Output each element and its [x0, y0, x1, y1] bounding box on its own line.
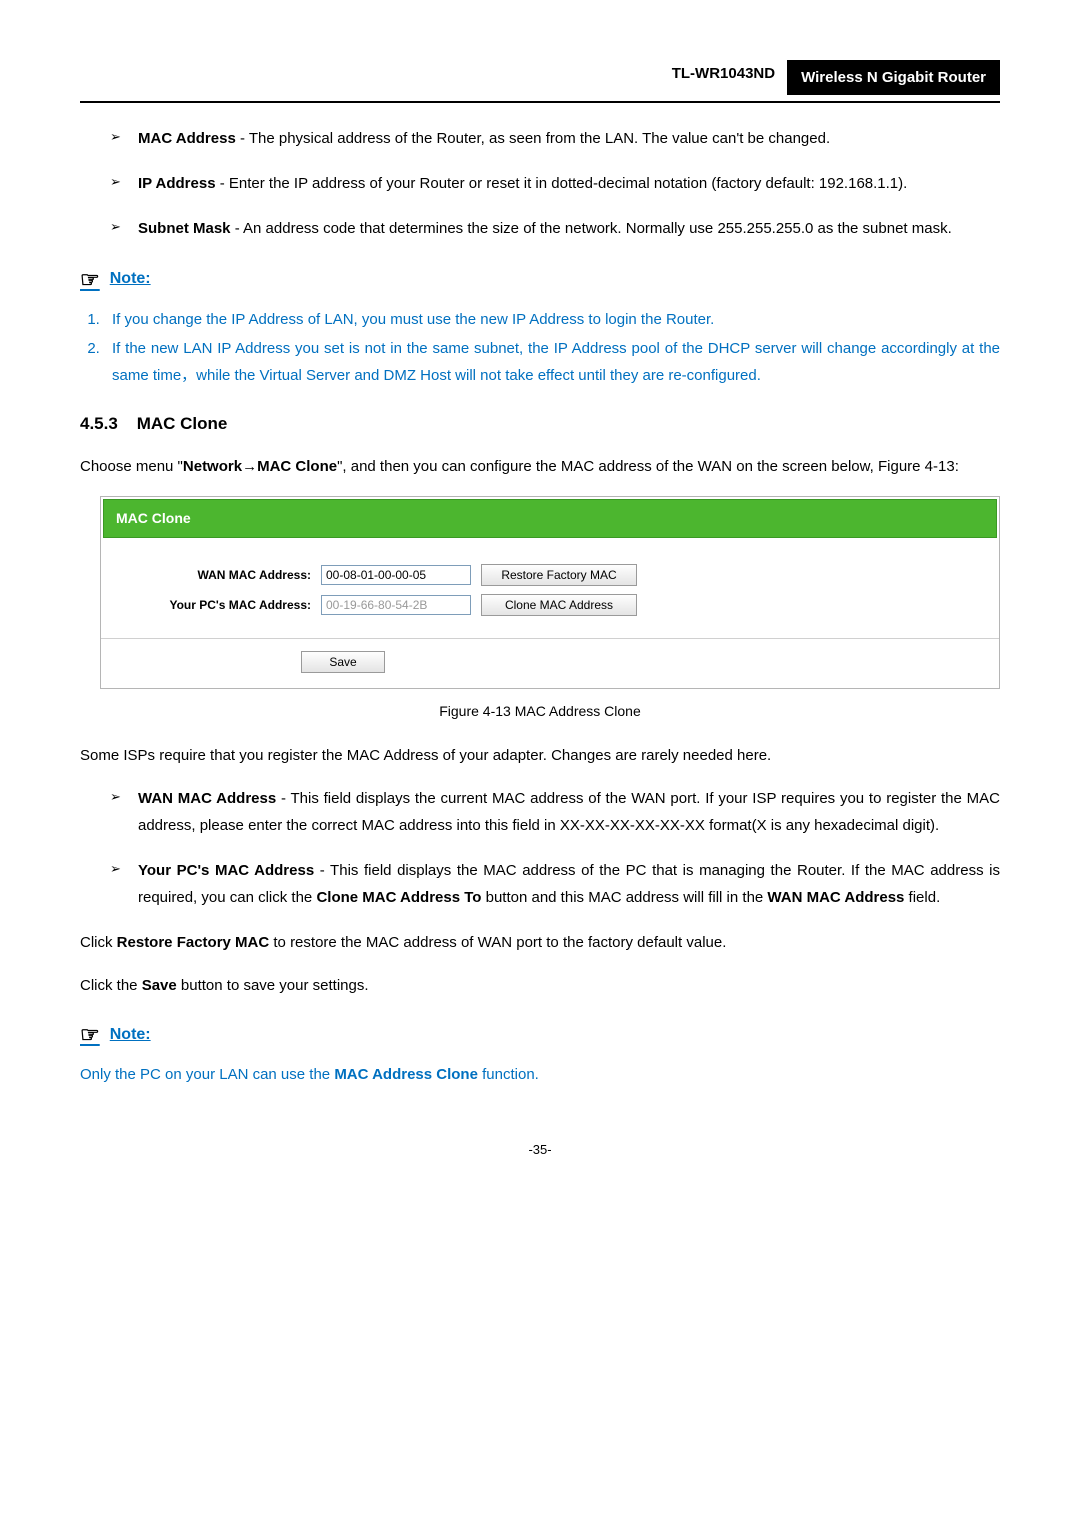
section-number: 4.5.3 — [80, 414, 118, 433]
section-title: MAC Clone — [137, 414, 228, 433]
clone-mac-address-button[interactable]: Clone MAC Address — [481, 594, 637, 616]
figure-caption: Figure 4-13 MAC Address Clone — [80, 699, 1000, 724]
text: ", and then you can configure the MAC ad… — [337, 458, 959, 475]
menu-path-2: MAC Clone — [257, 458, 337, 475]
pc-mac-row: Your PC's MAC Address: Clone MAC Address — [121, 594, 979, 616]
text: button to save your settings. — [177, 977, 369, 994]
bold-text: MAC Address Clone — [334, 1066, 478, 1083]
isp-note-paragraph: Some ISPs require that you register the … — [80, 742, 1000, 769]
bold-text: Restore Factory MAC — [117, 934, 270, 951]
text: field. — [904, 889, 940, 906]
page-number: -35- — [80, 1138, 1000, 1161]
note-block-1: ☞ Note: If you change the IP Address of … — [80, 260, 1000, 389]
bold-text: Save — [142, 977, 177, 994]
list-item: IP Address - Enter the IP address of you… — [110, 170, 1000, 197]
term-text: - The physical address of the Router, as… — [236, 130, 830, 147]
panel-body: WAN MAC Address: Restore Factory MAC You… — [101, 540, 999, 638]
save-paragraph: Click the Save button to save your setti… — [80, 972, 1000, 999]
mac-clone-panel: MAC Clone WAN MAC Address: Restore Facto… — [100, 496, 1000, 689]
note-label: Note: — [110, 265, 151, 294]
text: Click the — [80, 977, 142, 994]
term-label: WAN MAC Address — [138, 790, 276, 807]
term-label: MAC Address — [138, 130, 236, 147]
text: Choose menu " — [80, 458, 183, 475]
note-item: If the new LAN IP Address you set is not… — [104, 335, 1000, 389]
mac-clone-figure: MAC Clone WAN MAC Address: Restore Facto… — [100, 496, 1000, 689]
term-text: - An address code that determines the si… — [231, 220, 952, 237]
arrow: → — [242, 458, 257, 475]
text: Click — [80, 934, 117, 951]
product-title: Wireless N Gigabit Router — [787, 60, 1000, 95]
lan-params-list: MAC Address - The physical address of th… — [80, 125, 1000, 242]
note-label: Note: — [110, 1021, 151, 1050]
panel-footer: Save — [101, 638, 999, 688]
model-label: TL-WR1043ND — [672, 60, 775, 95]
note-text: Only the PC on your LAN can use the MAC … — [80, 1061, 1000, 1088]
section-heading: 4.5.3 MAC Clone — [80, 409, 1000, 440]
note-header: ☞ Note: — [80, 1015, 1000, 1055]
save-button[interactable]: Save — [301, 651, 385, 673]
wan-mac-label: WAN MAC Address: — [121, 565, 321, 587]
list-item: WAN MAC Address - This field displays th… — [110, 785, 1000, 839]
list-item: MAC Address - The physical address of th… — [110, 125, 1000, 152]
intro-paragraph: Choose menu "Network→MAC Clone", and the… — [80, 453, 1000, 480]
note-item: If you change the IP Address of LAN, you… — [104, 306, 1000, 333]
restore-paragraph: Click Restore Factory MAC to restore the… — [80, 929, 1000, 956]
wan-mac-input[interactable] — [321, 565, 471, 585]
bold-text: WAN MAC Address — [767, 889, 904, 906]
note-header: ☞ Note: — [80, 260, 1000, 300]
text: button and this MAC address will fill in… — [481, 889, 767, 906]
restore-factory-mac-button[interactable]: Restore Factory MAC — [481, 564, 637, 586]
mac-fields-list: WAN MAC Address - This field displays th… — [80, 785, 1000, 911]
panel-title: MAC Clone — [103, 499, 997, 538]
text: Only the PC on your LAN can use the — [80, 1066, 334, 1083]
note-list: If you change the IP Address of LAN, you… — [80, 306, 1000, 389]
term-label: IP Address — [138, 175, 216, 192]
wan-mac-row: WAN MAC Address: Restore Factory MAC — [121, 564, 979, 586]
term-text: - Enter the IP address of your Router or… — [216, 175, 908, 192]
pointing-hand-icon: ☞ — [80, 1015, 100, 1055]
menu-path-1: Network — [183, 458, 242, 475]
list-item: Subnet Mask - An address code that deter… — [110, 215, 1000, 242]
pc-mac-label: Your PC's MAC Address: — [121, 595, 321, 617]
note-block-2: ☞ Note: Only the PC on your LAN can use … — [80, 1015, 1000, 1088]
doc-header: TL-WR1043ND Wireless N Gigabit Router — [80, 60, 1000, 103]
pc-mac-input — [321, 595, 471, 615]
term-label: Your PC's MAC Address — [138, 862, 314, 879]
bold-text: Clone MAC Address To — [316, 889, 481, 906]
list-item: Your PC's MAC Address - This field displ… — [110, 857, 1000, 911]
text: to restore the MAC address of WAN port t… — [269, 934, 726, 951]
pointing-hand-icon: ☞ — [80, 260, 100, 300]
term-label: Subnet Mask — [138, 220, 231, 237]
text: function. — [478, 1066, 539, 1083]
